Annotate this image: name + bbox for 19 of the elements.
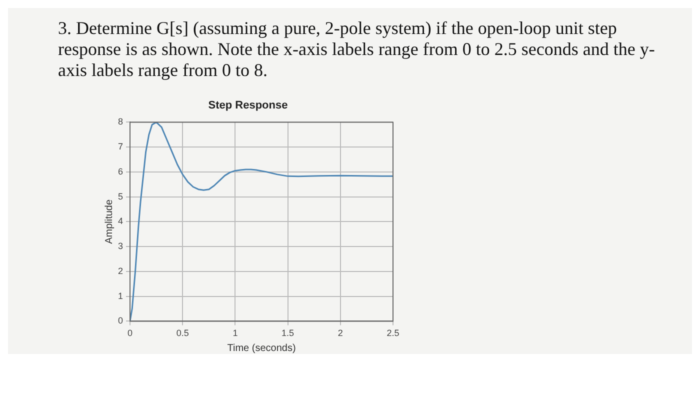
y-tick-label: 1 — [118, 290, 124, 301]
y-tick-label: 2 — [118, 266, 124, 276]
y-tick-label: 5 — [118, 191, 124, 202]
x-tick-label: 0 — [128, 328, 133, 338]
y-tick-label: 3 — [118, 241, 124, 252]
chart-title: Step Response — [208, 100, 288, 112]
text: 3. Determine G[s] (assuming a pure, 2-pole system) if the open-loop unit step response is as shown. Note the x-axis labels range from 0 to 2.5 seconds and the y-axis labels range from 0 to 8. — [57, 17, 656, 81]
x-tick-label: 1 — [232, 328, 238, 338]
y-tick-label: 4 — [118, 216, 124, 226]
x-tick-label: 2 — [338, 328, 343, 338]
x-tick-label: 0.5 — [176, 328, 189, 338]
y-tick-label: 0 — [118, 316, 124, 326]
y-tick-label: 6 — [118, 166, 124, 176]
x-tick-label: 1.5 — [282, 328, 294, 338]
y-tick-label: 8 — [118, 116, 124, 127]
x-tick-label: 2.5 — [386, 328, 400, 338]
y-tick-label: 7 — [118, 142, 124, 152]
y-axis-title: Amplitude — [104, 199, 115, 244]
x-axis-title: Time (seconds) — [227, 342, 296, 354]
